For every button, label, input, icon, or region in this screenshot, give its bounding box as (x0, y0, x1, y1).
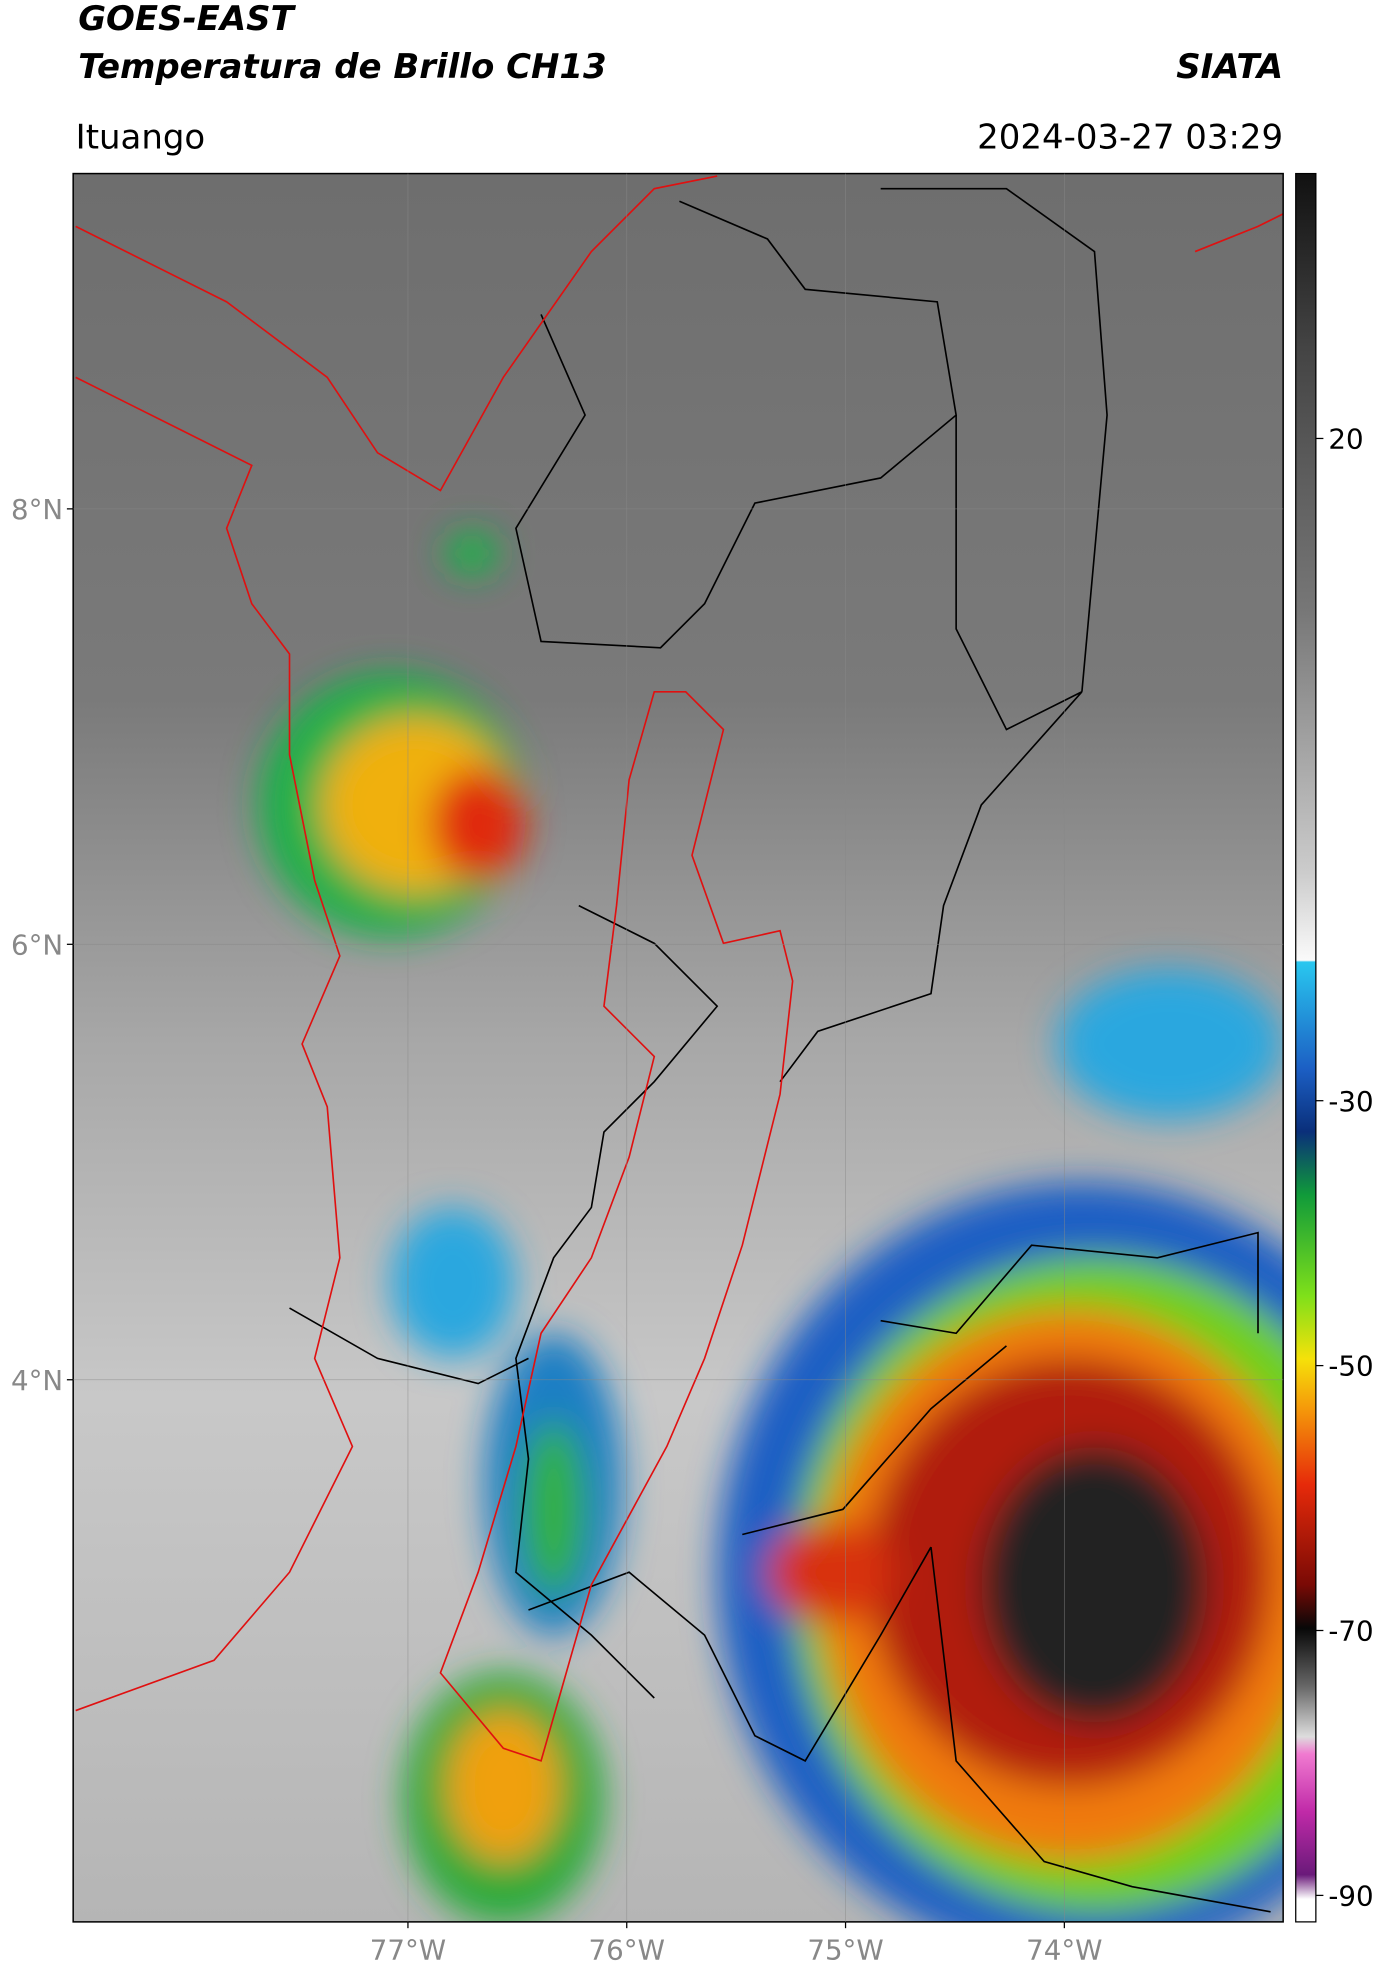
subtitle: Temperatura de Brillo CH13 (78, 47, 606, 87)
timestamp: 2024-03-27 03:29 (977, 117, 1283, 157)
title: GOES-EAST (78, 0, 296, 39)
colorbar-label: -50 (1328, 1350, 1373, 1383)
lon-label: 74°W (1026, 1934, 1102, 1967)
lat-label: 6°N (11, 928, 63, 961)
lon-label: 77°W (370, 1934, 446, 1967)
satellite-image (73, 173, 1284, 1922)
colorbar (1295, 172, 1317, 1923)
colorbar-label: 20 (1328, 423, 1363, 456)
map-frame (72, 172, 1284, 1923)
lat-label: 8°N (11, 493, 63, 526)
colorbar-label: -70 (1328, 1615, 1373, 1648)
location: Ituango (76, 117, 206, 157)
colorbar-label: -30 (1328, 1085, 1373, 1118)
organization: SIATA (1176, 47, 1283, 87)
lon-label: 75°W (807, 1934, 883, 1967)
lat-label: 4°N (11, 1364, 63, 1397)
lon-label: 76°W (589, 1934, 665, 1967)
colorbar-label: -90 (1328, 1879, 1373, 1912)
